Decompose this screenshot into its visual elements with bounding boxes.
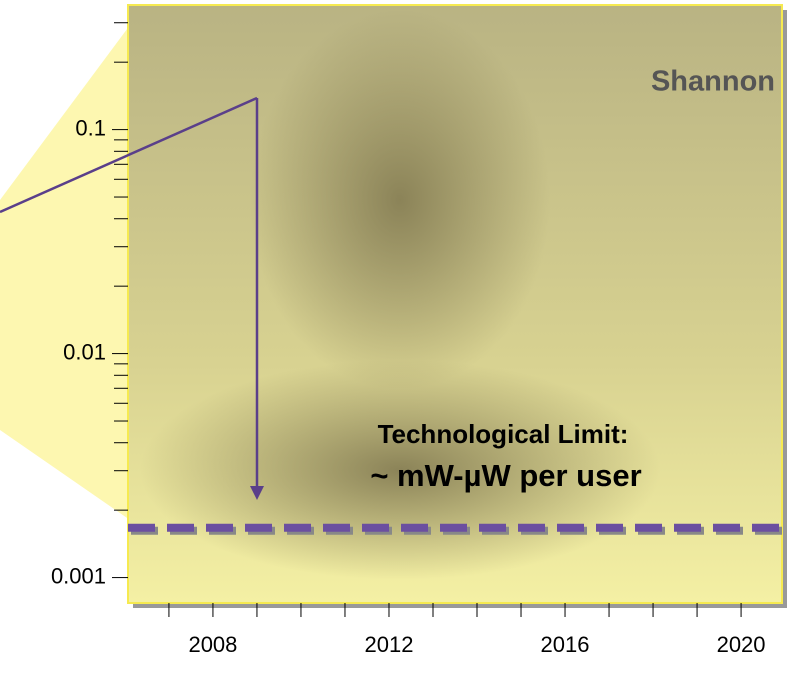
photo-shade [250, 10, 550, 390]
x-tick-label: 2016 [541, 632, 590, 657]
y-tick-label: 0.001 [51, 563, 106, 588]
x-tick-label: 2020 [717, 632, 766, 657]
annotation: ~ mW-µW per user [370, 458, 641, 493]
y-tick-label: 0.01 [63, 339, 106, 364]
background-wedge [0, 25, 130, 520]
annotation: Technological Limit: [378, 419, 629, 449]
connector-line [0, 96, 258, 214]
x-tick-label: 2012 [365, 632, 414, 657]
chart-title: Shannon [651, 66, 775, 98]
arrow-head [250, 486, 264, 500]
y-tick-label: 0.1 [75, 115, 106, 140]
x-tick-label: 2008 [188, 632, 237, 657]
